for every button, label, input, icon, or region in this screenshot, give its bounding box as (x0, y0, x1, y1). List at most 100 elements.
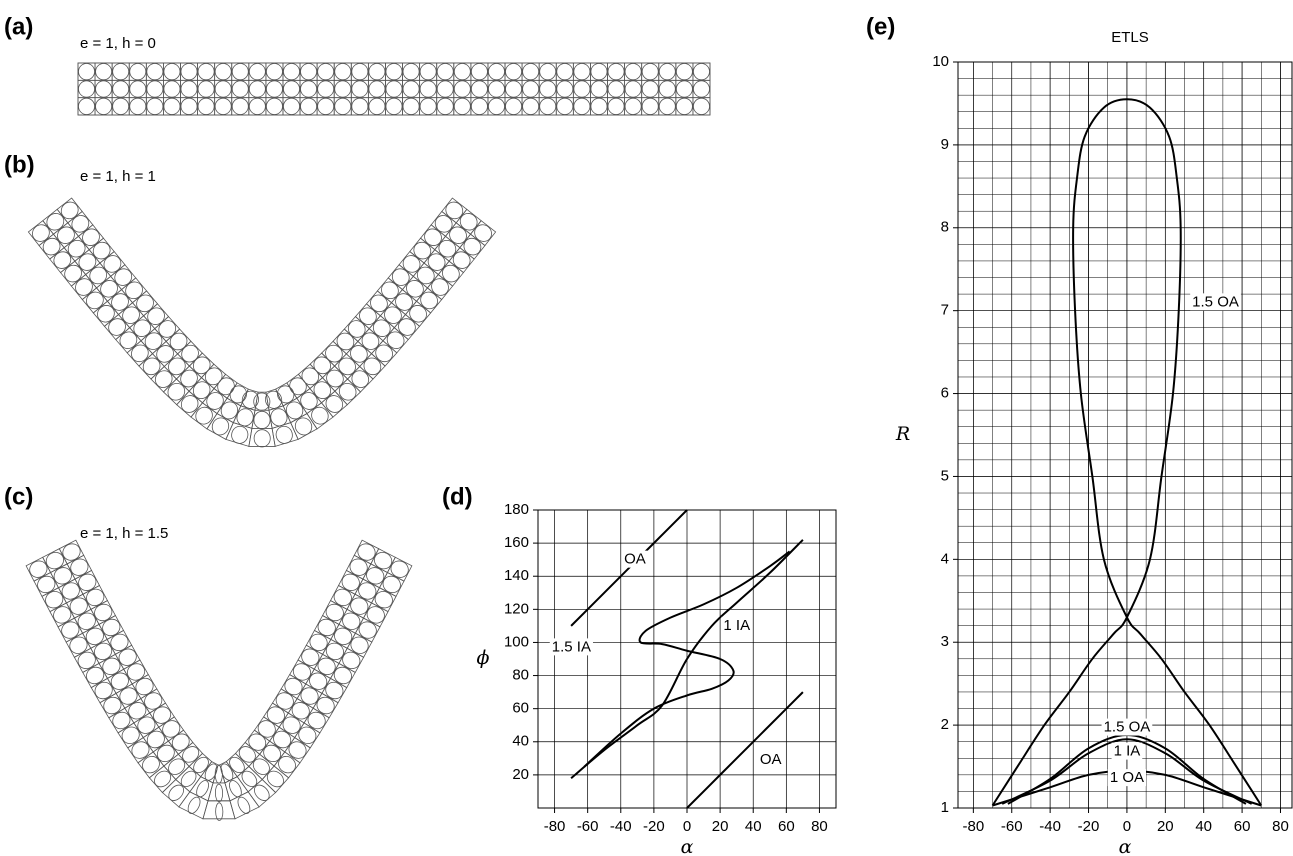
cell-ellipse (95, 97, 113, 115)
cell-ellipse (156, 744, 175, 762)
cell (94, 79, 113, 99)
y-tick-label: 60 (512, 700, 529, 717)
cell-ellipse (196, 780, 209, 798)
cell-ellipse (658, 80, 676, 98)
cell (402, 62, 421, 81)
cell-ellipse (64, 264, 82, 283)
cell-ellipse (374, 591, 393, 609)
cell-ellipse (372, 319, 391, 337)
series-label: 1 OA (1110, 769, 1144, 786)
cell (555, 79, 574, 99)
cell-ellipse (470, 97, 488, 115)
cell-ellipse (146, 80, 164, 98)
cell (77, 62, 96, 81)
cell-ellipse (474, 224, 492, 242)
cell (145, 79, 164, 99)
cell (207, 782, 231, 802)
cell-ellipse (556, 63, 574, 81)
cell (282, 62, 301, 81)
cell-ellipse (292, 663, 312, 681)
cell-ellipse (163, 63, 181, 81)
cell (436, 97, 455, 116)
label-background (622, 550, 648, 568)
cell (94, 97, 113, 116)
cell (299, 79, 318, 99)
cell (658, 79, 677, 99)
cell-ellipse (237, 796, 251, 814)
cell-ellipse (358, 621, 377, 639)
cell-ellipse (144, 692, 163, 710)
cell-ellipse (693, 97, 710, 115)
cell-ellipse (342, 651, 361, 670)
cell-ellipse (463, 237, 482, 256)
cell-ellipse (146, 97, 164, 115)
cell (624, 79, 643, 99)
cell-ellipse (70, 558, 89, 576)
cell (641, 62, 660, 81)
cell (111, 97, 130, 116)
cell-ellipse (453, 97, 471, 115)
y-tick-label: 40 (512, 733, 529, 750)
cell-ellipse (97, 305, 115, 323)
cell-ellipse (238, 746, 256, 763)
cell-ellipse (300, 97, 318, 115)
cell (236, 765, 263, 793)
cell-ellipse (95, 63, 113, 81)
cell-ellipse (317, 63, 335, 81)
cell-ellipse (384, 306, 402, 324)
cell-ellipse (488, 63, 505, 81)
cell (487, 97, 506, 116)
cell-ellipse (607, 63, 625, 81)
x-tick-label: -80 (963, 818, 985, 835)
cell-ellipse (470, 63, 488, 81)
cell-ellipse (102, 657, 121, 675)
cell-ellipse (300, 392, 318, 410)
series-label: 1.5 OA (1104, 719, 1151, 736)
cell (572, 97, 591, 116)
cell-ellipse (291, 702, 310, 720)
cell-ellipse (333, 588, 352, 607)
cell-ellipse (111, 293, 129, 311)
cell-ellipse (125, 281, 143, 300)
cell (299, 62, 318, 81)
cell-ellipse (61, 582, 80, 600)
bent-strip (25, 539, 413, 821)
cell-ellipse (146, 730, 165, 749)
cell-ellipse (301, 648, 320, 666)
cell-ellipse (277, 385, 295, 404)
cell-ellipse (266, 770, 284, 788)
cell-ellipse (257, 720, 276, 738)
cell-ellipse (85, 627, 104, 645)
cell (128, 97, 147, 116)
cell (163, 79, 181, 99)
series-label: 1 IA (723, 617, 750, 634)
x-tick-label: 60 (1234, 818, 1251, 835)
cell (316, 79, 335, 99)
chart: -80 -60 -40 -20 0 20 40 60 80 20 40 60 80 100 120 140 16… (477, 501, 837, 856)
x-tick-label: 40 (1195, 818, 1212, 835)
cell (180, 79, 198, 99)
cell-ellipse (167, 382, 186, 401)
cell (382, 327, 409, 354)
cell-ellipse (94, 642, 113, 661)
cell-ellipse (419, 63, 437, 81)
cell-ellipse (288, 741, 307, 759)
series-line (991, 98, 1263, 807)
cell-ellipse (95, 80, 113, 98)
cell (178, 791, 209, 820)
cell-ellipse (77, 612, 96, 630)
cell-ellipse (381, 281, 399, 300)
cell-ellipse (211, 417, 230, 436)
cell (607, 97, 625, 116)
cell (316, 62, 335, 81)
cell-ellipse (265, 80, 283, 98)
y-axis-label: ϕ (477, 647, 490, 669)
cell-ellipse (278, 756, 296, 774)
cell-ellipse (573, 97, 591, 115)
cell (202, 800, 236, 820)
cell (350, 79, 369, 99)
cell-ellipse (154, 770, 172, 788)
cell-ellipse (60, 201, 79, 220)
cell-ellipse (154, 370, 173, 388)
cell (590, 97, 608, 116)
